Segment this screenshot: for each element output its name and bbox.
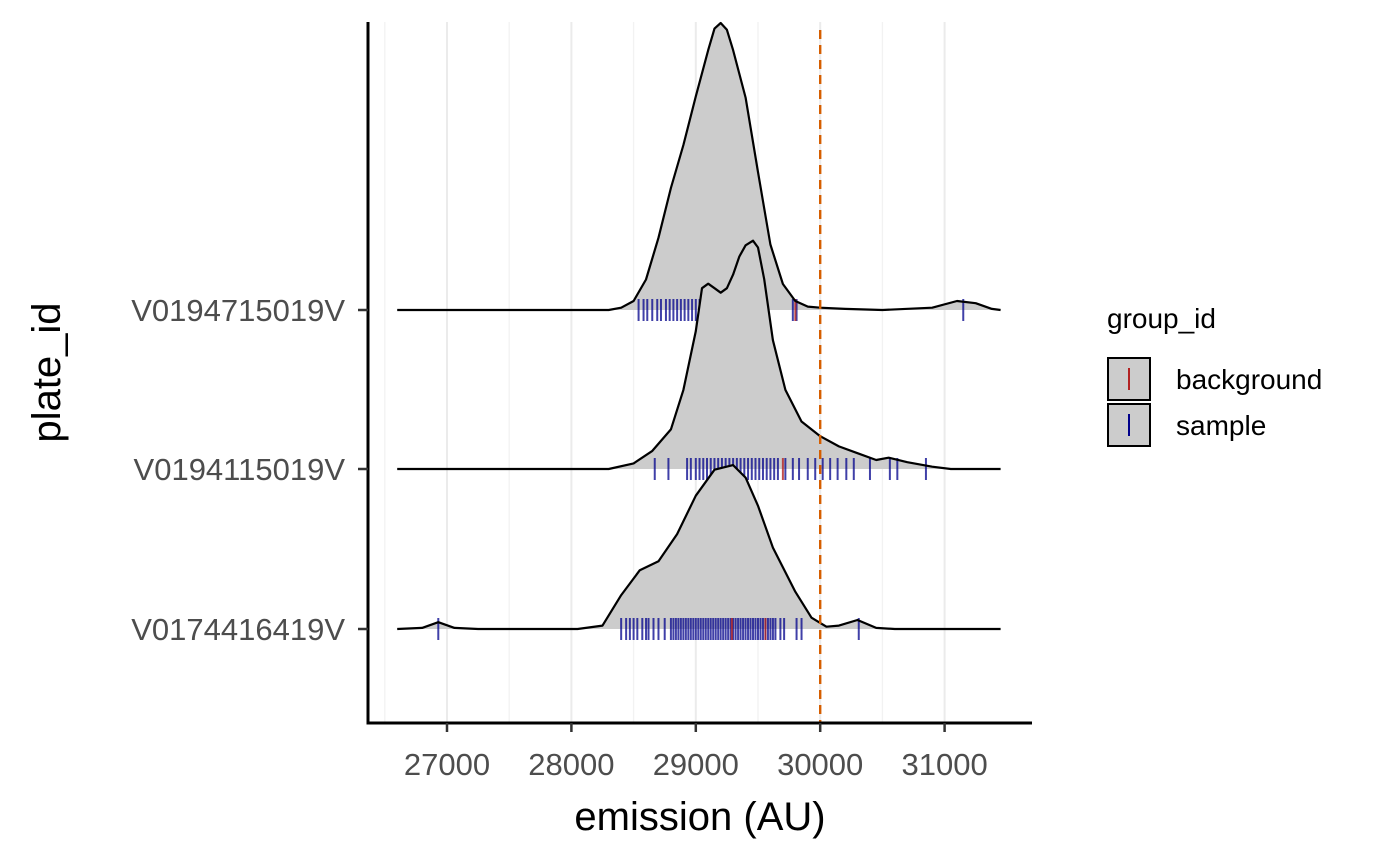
x-tick-label: 28000 <box>528 747 614 782</box>
ridge-V0194715019V <box>397 21 1001 321</box>
legend-title: group_id <box>1107 303 1216 334</box>
y-tick-label: V0194115019V <box>134 452 346 487</box>
density-area <box>397 465 1001 629</box>
density-outline <box>397 21 1001 312</box>
y-axis-title: plate_id <box>25 302 69 442</box>
x-tick-label: 27000 <box>404 747 490 782</box>
y-axis-ticks: V0174416419V V0194115019V V0194715019V <box>131 293 368 647</box>
rug-marks <box>437 618 860 640</box>
y-tick-label: V0194715019V <box>131 293 345 328</box>
legend-entry-sample: sample <box>1107 403 1266 447</box>
x-tick-label: 30000 <box>777 747 863 782</box>
density-ridges <box>397 21 1001 640</box>
x-axis-ticks: 27000 28000 29000 30000 31000 <box>404 723 988 782</box>
density-outline <box>397 464 1001 631</box>
legend: group_id background sample <box>1107 303 1322 447</box>
ridge-V0174416419V <box>397 464 1001 640</box>
density-outline <box>397 239 1001 471</box>
axes <box>366 22 1032 725</box>
legend-entries: background sample <box>1107 357 1322 447</box>
legend-entry-background: background <box>1107 357 1322 401</box>
x-tick-label: 29000 <box>653 747 739 782</box>
y-tick-label: V0174416419V <box>131 612 345 647</box>
density-area <box>397 240 1001 469</box>
x-axis-title: emission (AU) <box>574 795 825 839</box>
legend-label: sample <box>1176 410 1266 441</box>
x-tick-label: 31000 <box>901 747 987 782</box>
density-area <box>397 23 1001 310</box>
legend-label: background <box>1176 364 1322 395</box>
